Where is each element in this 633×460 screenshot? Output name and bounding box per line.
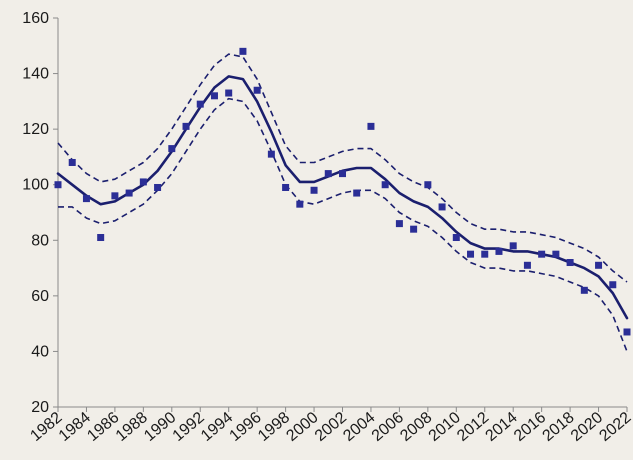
x-tick-label: 2010 [426,409,464,445]
x-tick-label: 2020 [568,409,606,445]
data-point-marker [367,122,375,130]
data-point-marker [523,261,531,269]
x-tick-label: 2016 [511,409,549,445]
trend-line [56,75,629,320]
y-tick-label: 20 [31,399,49,416]
data-point-marker [395,220,403,228]
y-tick-label: 160 [22,10,49,27]
confidence-band-lines [57,53,628,352]
data-point-marker [68,158,76,166]
data-point-marker [566,259,574,267]
tick-labels: 2040608010012014016019821984198619881990… [22,10,633,445]
x-tick-label: 1988 [113,409,151,445]
y-tick-label: 120 [22,121,49,138]
trend-line-group [56,75,629,320]
x-tick-label: 2002 [312,409,350,445]
data-point-marker [438,203,446,211]
y-tick-label: 40 [31,343,49,360]
x-tick-label: 1994 [198,409,236,445]
x-tick-label: 1984 [56,409,94,445]
y-tick-label: 60 [31,288,49,305]
data-point-marker [467,250,475,258]
x-tick-label: 2008 [397,409,435,445]
data-point-marker [509,242,517,250]
x-tick-label: 1986 [84,409,122,445]
y-tick-label: 140 [22,66,49,83]
x-tick-label: 1998 [255,409,293,445]
data-point-marker [168,145,176,153]
data-point-marker [609,281,617,289]
x-tick-label: 2000 [283,409,321,445]
data-point-marker [282,183,290,191]
data-point-marker [267,150,275,158]
data-point-marker [410,225,418,233]
x-tick-label: 2004 [340,409,378,445]
data-point-marker [125,189,133,197]
data-point-marker [580,286,588,294]
x-tick-label: 2012 [454,409,492,445]
data-point-marker [139,178,147,186]
data-point-marker [296,200,304,208]
lower-confidence-line [58,97,628,352]
x-tick-label: 2018 [539,409,577,445]
upper-confidence-line [57,53,628,283]
data-point-marker [339,170,346,178]
x-tick-label: 2006 [369,409,407,445]
y-tick-label: 100 [22,177,49,194]
x-tick-label: 1990 [141,409,179,445]
data-point-marker [481,250,489,258]
data-point-marker [239,47,247,55]
data-point-marker [225,89,233,97]
x-tick-label: 1992 [170,409,208,445]
data-point-marker [253,86,261,94]
data-point-marker [210,92,218,100]
data-point-marker [424,181,432,189]
x-tick-label: 1996 [227,409,265,445]
data-point-marker [538,250,546,258]
data-point-marker [111,192,119,200]
y-tick-label: 80 [31,232,49,249]
data-point-marker [154,183,162,191]
data-point-marker [452,234,460,242]
data-point-marker [310,186,318,194]
data-point-marker [82,195,90,203]
data-point-marker [595,261,603,269]
data-point-marker [552,250,560,258]
data-points [54,47,631,336]
data-point-marker [381,181,389,189]
x-tick-label: 2014 [483,409,521,445]
data-point-marker [196,100,204,108]
x-tick-label: 2022 [596,409,633,445]
data-point-marker [97,234,105,242]
data-point-marker [623,328,631,336]
data-point-marker [324,170,332,178]
data-point-marker [353,189,361,197]
data-point-marker [182,122,190,130]
data-point-marker [495,247,503,255]
axes [53,17,628,412]
data-point-marker [54,181,62,189]
